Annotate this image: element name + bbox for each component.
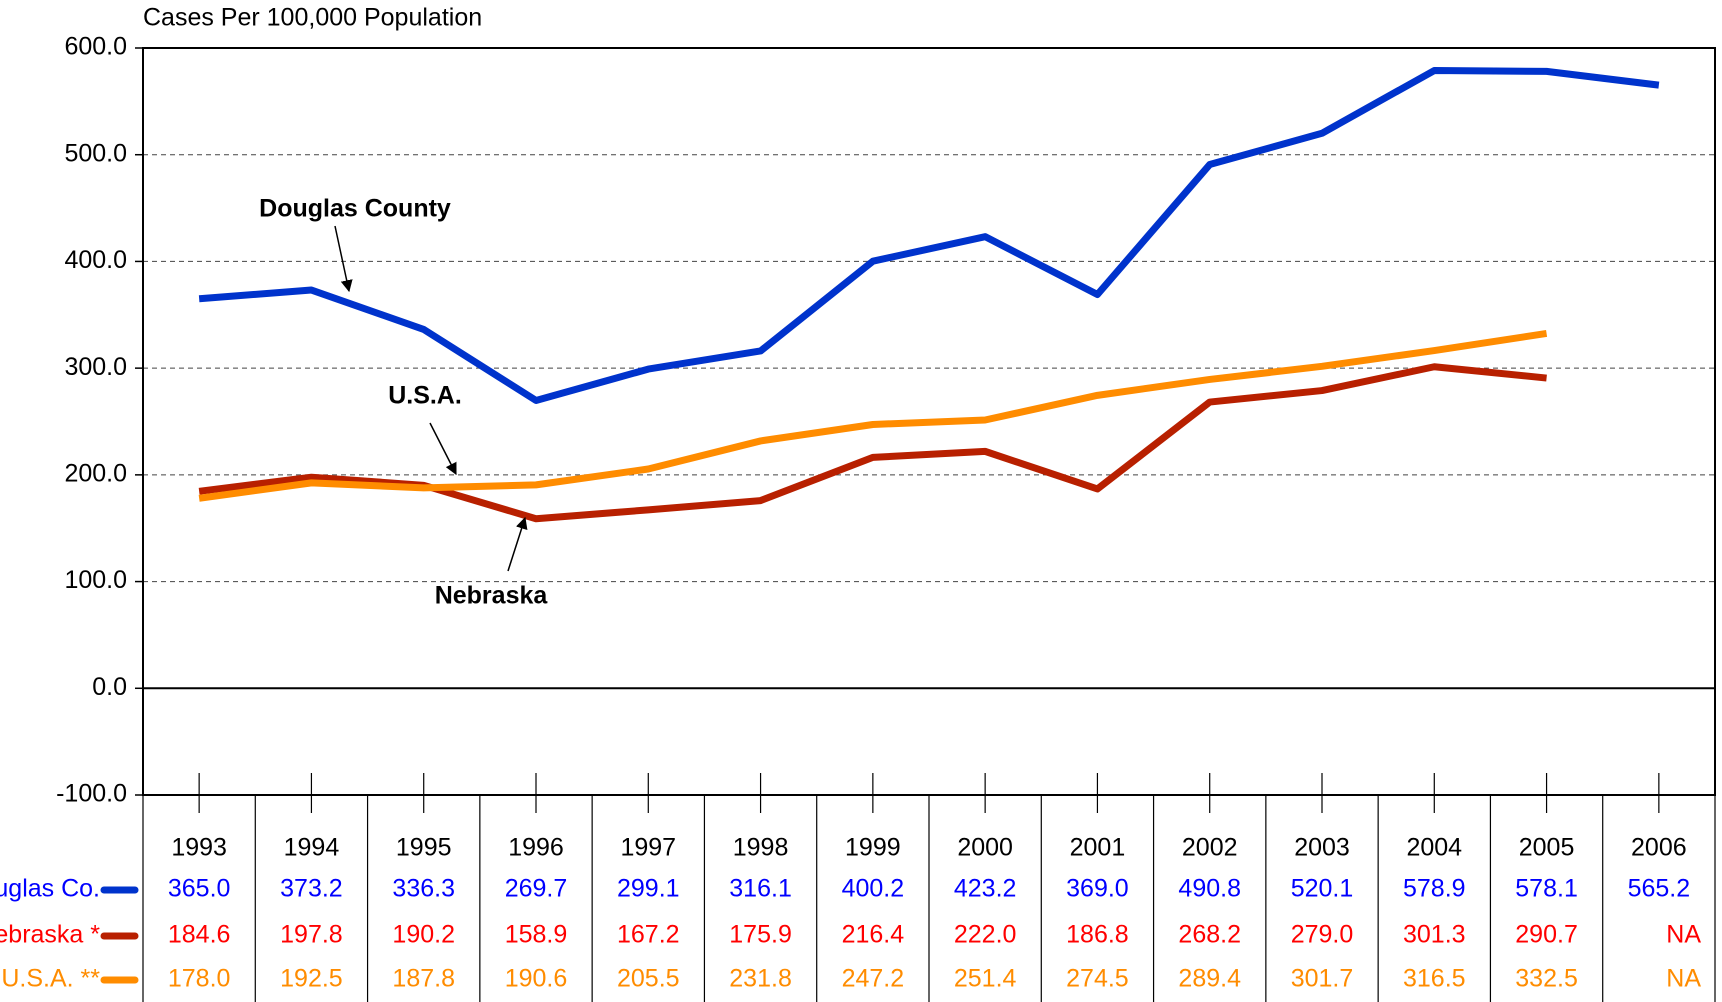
annotation-arrow: [334, 225, 353, 293]
x-tick-label: 1994: [284, 834, 340, 862]
table-value: 400.2: [842, 875, 905, 903]
y-tick-label: 100.0: [64, 566, 127, 594]
table-value: 365.0: [168, 875, 231, 903]
table-value: NA: [1666, 965, 1701, 993]
table-value: 205.5: [617, 965, 680, 993]
table-value: 490.8: [1178, 875, 1241, 903]
table-value: 222.0: [954, 921, 1017, 949]
y-tick-label: -100.0: [56, 780, 127, 808]
table-value: 158.9: [505, 921, 568, 949]
x-tick-label: 2006: [1631, 834, 1687, 862]
table-value: 268.2: [1178, 921, 1241, 949]
legend-label: Nebraska *: [0, 921, 100, 949]
table-value: 269.7: [505, 875, 568, 903]
series-line: [198, 67, 1660, 404]
x-tick-label: 2001: [1070, 834, 1126, 862]
x-tick-label: 2000: [957, 834, 1013, 862]
table-value: 186.8: [1066, 921, 1129, 949]
annotation: U.S.A.: [388, 382, 462, 410]
x-tick-label: 2004: [1406, 834, 1462, 862]
table-value: 336.3: [392, 875, 455, 903]
y-tick-label: 0.0: [92, 673, 127, 701]
x-tick-label: 1995: [396, 834, 452, 862]
table-value: 274.5: [1066, 965, 1129, 993]
table-value: 373.2: [280, 875, 343, 903]
table-value: 231.8: [729, 965, 792, 993]
legend-label: U.S.A. **: [1, 965, 100, 993]
x-tick-label: 1997: [620, 834, 676, 862]
table-value: 316.5: [1403, 965, 1466, 993]
table-value: 178.0: [168, 965, 231, 993]
x-tick-label: 2005: [1519, 834, 1575, 862]
table-value: 251.4: [954, 965, 1017, 993]
table-value: 290.7: [1515, 921, 1578, 949]
annotations: Douglas County U.S.A. Nebraska: [259, 195, 548, 610]
annotation-arrow: [429, 422, 457, 476]
x-tick-label: 1999: [845, 834, 901, 862]
y-tick-label: 600.0: [64, 33, 127, 61]
x-tick-label: 2003: [1294, 834, 1350, 862]
table-value: 279.0: [1291, 921, 1354, 949]
annotation: Nebraska: [435, 582, 549, 610]
table-value: 520.1: [1291, 875, 1354, 903]
table-value: 216.4: [842, 921, 905, 949]
table-value: 423.2: [954, 875, 1017, 903]
y-tick-label: 400.0: [64, 246, 127, 274]
legend-label: Douglas Co.: [0, 875, 100, 903]
y-tick-label: 300.0: [64, 353, 127, 381]
table-value: 192.5: [280, 965, 343, 993]
table-value: 578.1: [1515, 875, 1578, 903]
table-value: 301.3: [1403, 921, 1466, 949]
x-tick-label: 1996: [508, 834, 564, 862]
series-line: [198, 330, 1548, 502]
table-value: 190.6: [505, 965, 568, 993]
table-value: 247.2: [842, 965, 905, 993]
annotation: Douglas County: [259, 195, 451, 223]
y-axis-label: Cases Per 100,000 Population: [143, 4, 482, 32]
x-tick-label: 2002: [1182, 834, 1238, 862]
table-value: 301.7: [1291, 965, 1354, 993]
table-value: 184.6: [168, 921, 231, 949]
table-value: 316.1: [729, 875, 792, 903]
table-value: 369.0: [1066, 875, 1129, 903]
table-value: 175.9: [729, 921, 792, 949]
x-tick-label: 1993: [171, 834, 227, 862]
y-tick-label: 200.0: [64, 459, 127, 487]
annotation-arrow: [507, 516, 528, 572]
table-value: 187.8: [392, 965, 455, 993]
table-value: 167.2: [617, 921, 680, 949]
table-value: 565.2: [1628, 875, 1691, 903]
y-tick-label: 500.0: [64, 139, 127, 167]
table-value: 332.5: [1515, 965, 1578, 993]
x-tick-label: 1998: [733, 834, 789, 862]
table-value: 578.9: [1403, 875, 1466, 903]
table-value: 197.8: [280, 921, 343, 949]
table-value: 289.4: [1178, 965, 1241, 993]
table-value: 190.2: [392, 921, 455, 949]
table-value: 299.1: [617, 875, 680, 903]
table-value: NA: [1666, 921, 1701, 949]
